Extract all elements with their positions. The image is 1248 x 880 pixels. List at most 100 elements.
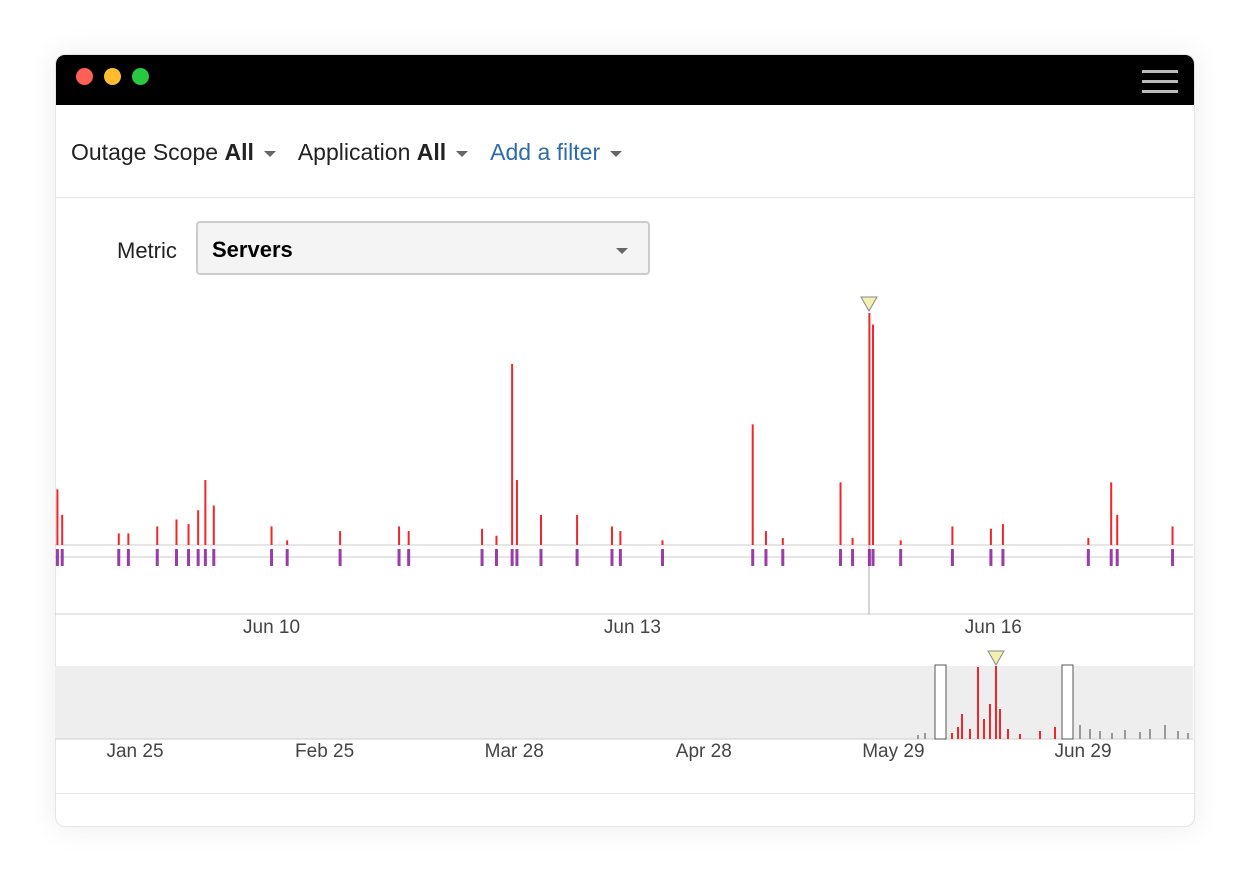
add-filter[interactable]: Add a filter <box>490 139 623 166</box>
spike <box>1171 526 1174 545</box>
spike <box>1001 524 1004 545</box>
outage-tick <box>203 549 207 566</box>
divider <box>56 793 1194 794</box>
spike <box>1110 482 1113 545</box>
spike <box>781 538 784 545</box>
spike <box>204 480 207 545</box>
outage-tick <box>187 549 191 566</box>
filter[interactable]: Application All <box>297 139 469 166</box>
x-tick-label: Jun 10 <box>243 617 300 638</box>
spike <box>576 514 579 545</box>
outage-tick <box>610 549 614 566</box>
filter-label: Outage Scope <box>71 139 219 165</box>
outage-tick <box>871 549 875 566</box>
spike <box>56 489 59 545</box>
outage-tick <box>1001 549 1005 566</box>
outage-tick <box>575 549 579 566</box>
outage-tick <box>764 549 768 566</box>
outage-tick <box>126 549 130 566</box>
overview-tick-label: May 29 <box>862 741 924 762</box>
filter[interactable]: Outage Scope All <box>71 139 276 166</box>
outage-tick <box>851 549 855 566</box>
outage-tick <box>60 549 64 566</box>
outage-tick <box>781 549 785 566</box>
minimize-button[interactable] <box>104 68 121 85</box>
outage-tick <box>1171 549 1175 566</box>
close-button[interactable] <box>76 68 93 85</box>
outage-tick <box>950 549 954 566</box>
overview-tick-label: Feb 25 <box>295 741 354 762</box>
spike <box>1087 538 1090 545</box>
metric-label: Metric <box>117 238 177 263</box>
spike <box>989 528 992 545</box>
spike <box>515 480 518 545</box>
spike <box>187 524 190 545</box>
spike <box>481 528 484 545</box>
outage-tick <box>174 549 178 566</box>
filter-label: Application <box>297 139 411 165</box>
spike <box>511 364 514 545</box>
outage-tick <box>515 549 519 566</box>
spike <box>899 540 902 545</box>
outage-tick <box>397 549 401 566</box>
filter-bar: Outage Scope All Application All Add a f… <box>71 139 623 166</box>
overview-band <box>55 666 1193 739</box>
overview-tick-label: Jun 29 <box>1054 741 1111 762</box>
spike <box>197 510 200 545</box>
outage-tick <box>618 549 622 566</box>
range-handle[interactable] <box>1061 664 1074 740</box>
marker[interactable] <box>860 296 878 313</box>
outage-tick <box>407 549 411 566</box>
outage-tick <box>480 549 484 566</box>
spike <box>610 526 613 545</box>
filter-value: All <box>224 139 254 165</box>
spike <box>839 482 842 545</box>
outage-tick <box>1115 549 1119 566</box>
spike <box>156 526 159 545</box>
outage-tick <box>539 549 543 566</box>
spike <box>339 531 342 545</box>
spike <box>61 514 64 545</box>
outage-tick <box>494 549 498 566</box>
outage-tick <box>1109 549 1113 566</box>
spike <box>495 535 498 545</box>
range-handle[interactable] <box>934 664 947 740</box>
x-tick-label: Jun 16 <box>965 617 1022 638</box>
metric-select[interactable]: Servers <box>196 221 650 275</box>
outage-tick <box>660 549 664 566</box>
outage-tick <box>751 549 755 566</box>
overview-tick-label: Apr 28 <box>676 741 732 762</box>
outage-tick <box>155 549 159 566</box>
outage-tick <box>839 549 843 566</box>
spike <box>398 526 401 545</box>
outage-tick <box>55 549 59 566</box>
maximize-button[interactable] <box>132 68 149 85</box>
outage-tick <box>989 549 993 566</box>
spike <box>661 540 664 545</box>
overview-tick-label: Jan 25 <box>106 741 163 762</box>
overview-marker[interactable] <box>987 650 1005 667</box>
outage-tick <box>1086 549 1090 566</box>
outage-tick <box>117 549 121 566</box>
outage-tick <box>510 549 514 566</box>
title-bar <box>56 55 1194 105</box>
add-filter-label: Add a filter <box>490 139 601 165</box>
outage-tick <box>270 549 274 566</box>
spike <box>127 533 130 545</box>
spike <box>286 540 289 545</box>
spike <box>764 531 767 545</box>
filter-value: All <box>416 139 447 165</box>
spike <box>539 514 542 545</box>
outage-tick <box>212 549 216 566</box>
overview-background <box>917 725 1189 739</box>
menu-icon[interactable] <box>1142 70 1178 93</box>
spike <box>407 531 410 545</box>
x-tick-label: Jun 13 <box>604 617 661 638</box>
spike <box>212 505 215 545</box>
divider <box>56 197 1194 198</box>
spike <box>117 533 120 545</box>
outage-tick <box>899 549 903 566</box>
spike <box>868 313 871 545</box>
